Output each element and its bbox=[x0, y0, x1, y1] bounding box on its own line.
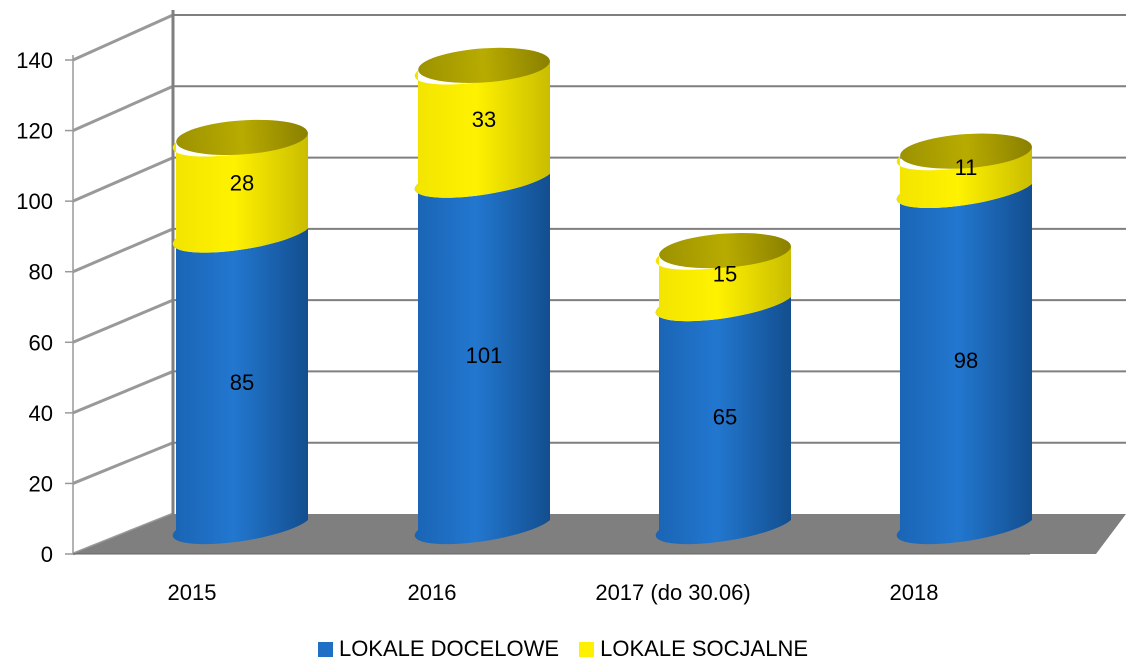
chart-floor bbox=[73, 514, 1126, 555]
x-tick-label: 2016 bbox=[408, 580, 457, 605]
legend: LOKALE DOCELOWE LOKALE SOCJALNE bbox=[0, 636, 1126, 663]
bars bbox=[172, 47, 1032, 545]
x-tick-label: 2015 bbox=[168, 580, 217, 605]
y-tick-label: 0 bbox=[41, 542, 53, 567]
data-label: 101 bbox=[466, 343, 503, 368]
bar-top bbox=[900, 133, 1032, 169]
y-tick-label: 140 bbox=[16, 48, 53, 73]
side-wall-line bbox=[72, 298, 174, 344]
side-wall-line bbox=[72, 13, 174, 62]
legend-swatch-docelowe bbox=[317, 641, 333, 657]
y-tick-label: 120 bbox=[16, 119, 53, 144]
y-tick-label: 40 bbox=[29, 401, 53, 426]
y-tick-label: 80 bbox=[29, 260, 53, 285]
bar-top bbox=[418, 47, 550, 83]
side-wall-line bbox=[72, 441, 174, 485]
data-label: 11 bbox=[955, 155, 978, 180]
bar-segment bbox=[896, 183, 1032, 545]
legend-swatch-socjalne bbox=[579, 641, 595, 657]
bar-segment bbox=[172, 228, 308, 545]
data-label: 33 bbox=[472, 107, 496, 132]
x-tick-label: 2018 bbox=[890, 580, 939, 605]
bar-top bbox=[176, 119, 308, 155]
bar-segment bbox=[172, 132, 308, 253]
bar-segment bbox=[414, 173, 550, 545]
x-axis: 2015 2016 2017 (do 30.06) 2018 bbox=[168, 580, 939, 605]
bar-segment bbox=[655, 297, 791, 545]
bar-segment bbox=[414, 60, 550, 198]
x-tick-label: 2017 (do 30.06) bbox=[595, 580, 750, 605]
data-label: 85 bbox=[230, 370, 254, 395]
side-wall-line bbox=[72, 84, 174, 132]
legend-item-docelowe: LOKALE DOCELOWE bbox=[317, 636, 560, 662]
side-wall-line bbox=[72, 156, 174, 203]
legend-label-socjalne: LOKALE SOCJALNE bbox=[600, 636, 809, 661]
legend-item-socjalne: LOKALE SOCJALNE bbox=[579, 636, 808, 662]
floor bbox=[73, 514, 1126, 554]
legend-label-docelowe: LOKALE DOCELOWE bbox=[338, 636, 560, 661]
bar-segment bbox=[655, 245, 791, 322]
data-label: 98 bbox=[954, 348, 978, 373]
y-axis: 0 20 40 60 80 100 120 140 bbox=[16, 48, 74, 567]
side-wall-line bbox=[72, 370, 174, 415]
y-tick-label: 60 bbox=[29, 330, 53, 355]
data-label: 65 bbox=[713, 405, 737, 430]
data-labels: 85 28 101 33 65 15 98 11 bbox=[230, 107, 978, 430]
data-label: 28 bbox=[230, 170, 254, 195]
side-wall-line bbox=[72, 227, 174, 274]
bar-top bbox=[659, 233, 791, 269]
data-label: 15 bbox=[713, 261, 737, 286]
y-tick-label: 20 bbox=[29, 471, 53, 496]
y-tick-label: 100 bbox=[16, 189, 53, 214]
